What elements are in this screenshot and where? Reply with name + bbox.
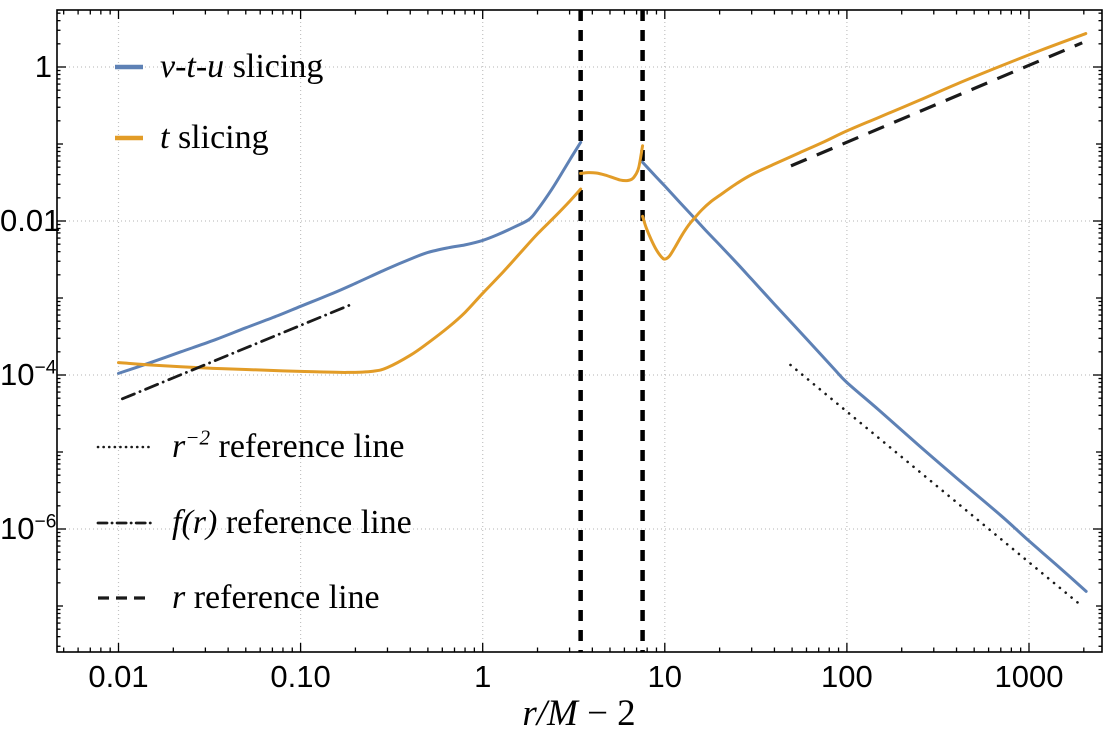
legend-label-fr-reference: f(r) reference line <box>172 504 412 542</box>
legend-sup-r-2: −2 <box>185 425 210 450</box>
legend-math-fr: f(r) <box>172 504 218 541</box>
curve-t-slicing <box>579 144 645 183</box>
x-tick-label: 1 <box>474 659 492 694</box>
x-tick-label: 1000 <box>994 659 1064 694</box>
x-tick-label: 0.10 <box>270 659 331 694</box>
legend-text-t: slicing <box>169 119 269 156</box>
x-axis-label: r/M − 2 <box>479 692 679 736</box>
fr-reference-swatch <box>96 521 154 525</box>
curves <box>117 32 1088 608</box>
y-tick-label: 10−6 <box>0 511 57 546</box>
x-axis-label-rest: − 2 <box>577 693 636 734</box>
legend-label-vtu-slicing: v-t-u slicing <box>160 48 323 86</box>
legend-math-t: t <box>160 119 170 156</box>
legend-math-r: r <box>172 579 186 616</box>
x-tick-label: 100 <box>821 659 873 694</box>
axis-ticks <box>57 10 1102 652</box>
legend-text-fr: reference line <box>217 504 412 541</box>
curve-r-reference-line <box>790 41 1083 168</box>
legend-label-r-reference: r reference line <box>172 579 380 617</box>
r-2-reference-swatch <box>96 445 154 449</box>
legend-label-t-slicing: t slicing <box>160 119 269 157</box>
curve-t-slicing <box>117 187 583 374</box>
r-reference-swatch <box>98 596 152 600</box>
curve-t-slicing <box>641 32 1088 261</box>
x-axis-label-math: r/M <box>522 693 578 734</box>
curve-v-t-u-slicing <box>117 140 583 375</box>
legend-item-r-reference: r reference line <box>96 577 380 619</box>
vertical-dashed-lines <box>578 10 645 652</box>
curve-r-2-reference-line <box>789 363 1084 608</box>
legend-label-r-2-reference: r−2 reference line <box>172 425 405 466</box>
y-tick-label: 10−4 <box>0 357 57 392</box>
legend-math-r-2: r <box>172 428 186 465</box>
legend-item-t-slicing: t slicing <box>113 117 269 159</box>
y-tick-label: 0.01 <box>0 203 61 238</box>
curve-v-t-u-slicing <box>641 160 1088 593</box>
legend-item-fr-reference: f(r) reference line <box>96 502 412 544</box>
x-tick-label: 0.01 <box>88 659 149 694</box>
legend-item-r-2-reference: r−2 reference line <box>96 426 404 468</box>
legend-item-vtu-slicing: v-t-u slicing <box>113 46 323 88</box>
curve-f-r-reference-line <box>120 302 356 401</box>
legend-math-vtu: v-t-u <box>160 48 225 85</box>
x-tick-label: 10 <box>647 659 683 694</box>
y-tick-label: 1 <box>34 49 52 84</box>
legend-text-vtu: slicing <box>224 48 324 85</box>
t-slicing-swatch <box>115 135 143 141</box>
legend-text-r: reference line <box>185 579 380 616</box>
legend-text-r-2: reference line <box>210 428 405 465</box>
vtu-slicing-swatch <box>115 64 143 70</box>
